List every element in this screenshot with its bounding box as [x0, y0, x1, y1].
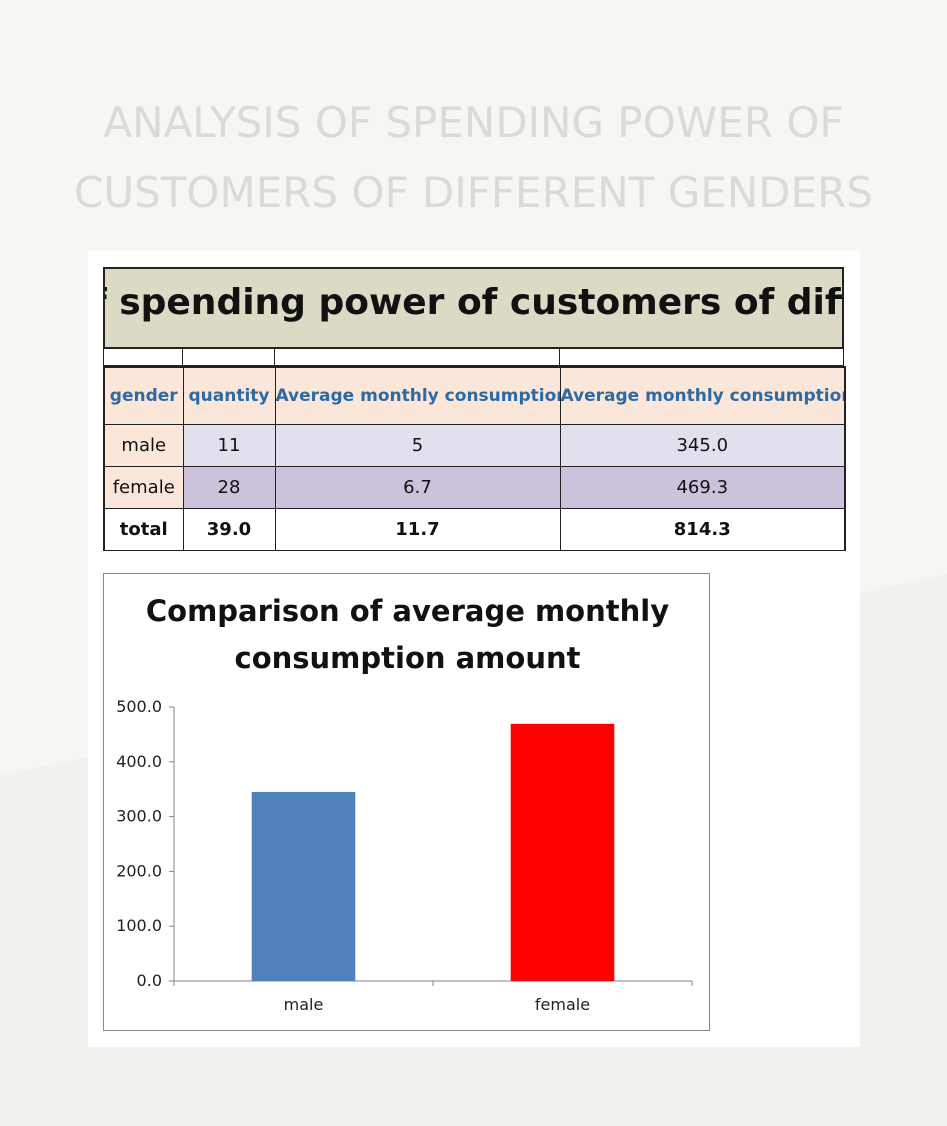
y-tick-label: 400.0 [116, 752, 162, 771]
y-tick-label: 300.0 [116, 807, 162, 826]
chart-plot-area: 0.0 100.0 200.0 300.0 400.0 500.0 male female [116, 697, 693, 1014]
cell-gender[interactable]: female [103, 466, 184, 509]
bar-female [510, 723, 615, 981]
table-row: male 11 5 345.0 [103, 424, 846, 467]
data-table: gender quantity Average monthly consumpt… [103, 366, 846, 551]
x-tick-label: male [284, 995, 324, 1014]
sheet-title-cell[interactable]: f spending power of customers of differe [103, 267, 844, 349]
table-header-row: gender quantity Average monthly consumpt… [103, 366, 846, 425]
cell-total-quantity[interactable]: 39.0 [182, 508, 276, 551]
cell-total-label[interactable]: total [103, 508, 184, 551]
y-tick-label: 200.0 [116, 861, 162, 880]
header-avg-consumption-1[interactable]: Average monthly consumption [274, 366, 561, 425]
cell-total-avg-2[interactable]: 814.3 [559, 508, 846, 551]
y-tick-label: 0.0 [137, 971, 162, 990]
x-tick-label: female [535, 995, 590, 1014]
y-tick-label: 100.0 [116, 916, 162, 935]
y-tick-label: 500.0 [116, 697, 162, 716]
page-title-line-2: CUSTOMERS OF DIFFERENT GENDERS [74, 168, 873, 217]
table-row: female 28 6.7 469.3 [103, 466, 846, 509]
header-avg-consumption-2[interactable]: Average monthly consumption [559, 366, 846, 425]
header-gender[interactable]: gender [103, 366, 184, 425]
empty-spacer-row [103, 349, 844, 366]
cell-quantity[interactable]: 11 [182, 424, 276, 467]
cell-gender[interactable]: male [103, 424, 184, 467]
chart-title-line-1: Comparison of average monthly [145, 594, 670, 628]
bar-chart[interactable]: Comparison of average monthly consumptio… [103, 573, 710, 1031]
table-total-row: total 39.0 11.7 814.3 [103, 508, 846, 551]
cell-quantity[interactable]: 28 [182, 466, 276, 509]
cell-avg-1[interactable]: 5 [274, 424, 561, 467]
cell-avg-2[interactable]: 469.3 [559, 466, 846, 509]
cell-total-avg-1[interactable]: 11.7 [274, 508, 561, 551]
chart-title-line-2: consumption amount [234, 641, 581, 675]
bar-male [251, 791, 356, 981]
chart-title: Comparison of average monthly consumptio… [104, 588, 711, 682]
page-title-line-1: ANALYSIS OF SPENDING POWER OF [103, 98, 844, 147]
sheet-title-text: f spending power of customers of differe [105, 282, 842, 323]
cell-avg-1[interactable]: 6.7 [274, 466, 561, 509]
page-title: ANALYSIS OF SPENDING POWER OF CUSTOMERS … [0, 88, 947, 228]
cell-avg-2[interactable]: 345.0 [559, 424, 846, 467]
header-quantity[interactable]: quantity [182, 366, 276, 425]
